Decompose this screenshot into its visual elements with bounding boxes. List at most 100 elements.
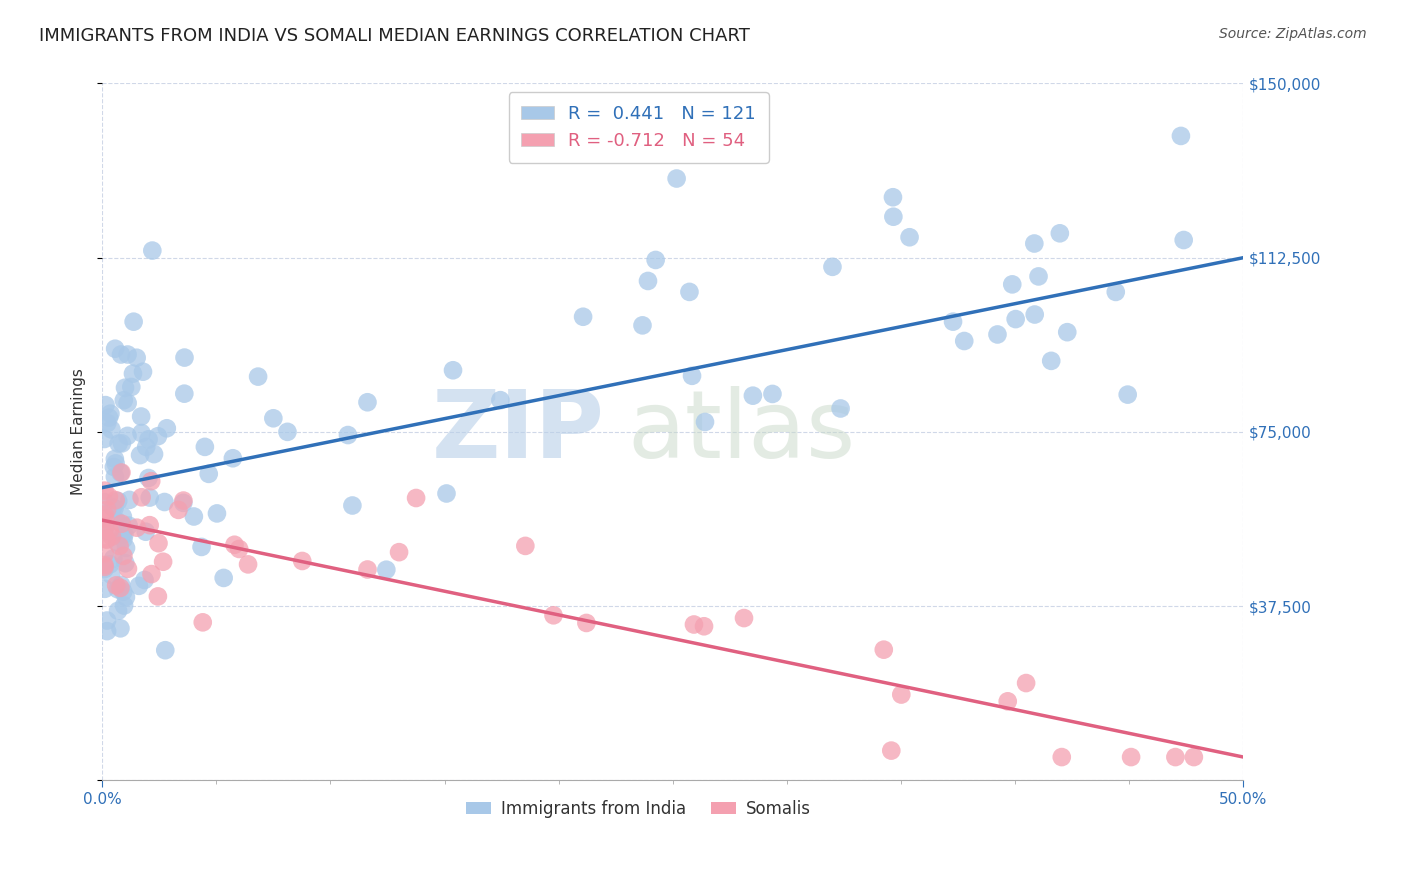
Point: [678, 285, 700, 299]
Point: [112, 599, 135, 613]
Point: [101, 529, 124, 543]
Point: [155, 643, 177, 657]
Point: [1024, 308, 1046, 322]
Point: [543, 608, 565, 623]
Point: [115, 541, 138, 555]
Point: [93, 483, 115, 498]
Point: [110, 466, 132, 480]
Point: [96, 533, 118, 547]
Point: [997, 694, 1019, 708]
Point: [141, 474, 163, 488]
Point: [110, 578, 132, 592]
Point: [1116, 387, 1139, 401]
Point: [107, 494, 129, 508]
Point: [112, 532, 135, 546]
Point: [117, 562, 139, 576]
Point: [117, 347, 139, 361]
Point: [138, 433, 160, 447]
Point: [1049, 227, 1071, 241]
Point: [1119, 750, 1142, 764]
Point: [575, 615, 598, 630]
Point: [191, 615, 214, 630]
Point: [942, 315, 965, 329]
Point: [693, 415, 716, 429]
Point: [129, 409, 152, 424]
Text: Source: ZipAtlas.com: Source: ZipAtlas.com: [1219, 27, 1367, 41]
Point: [146, 590, 169, 604]
Point: [515, 539, 537, 553]
Point: [103, 459, 125, 474]
Point: [104, 457, 127, 471]
Point: [356, 562, 378, 576]
Point: [96, 502, 118, 516]
Point: [236, 558, 259, 572]
Point: [1173, 233, 1195, 247]
Point: [100, 567, 122, 582]
Point: [197, 467, 219, 481]
Point: [152, 555, 174, 569]
Point: [93, 508, 115, 522]
Point: [115, 590, 138, 604]
Point: [111, 516, 134, 531]
Point: [100, 407, 122, 421]
Point: [104, 342, 127, 356]
Point: [489, 393, 512, 408]
Point: [135, 440, 157, 454]
Point: [631, 318, 654, 333]
Point: [104, 469, 127, 483]
Point: [94, 512, 117, 526]
Point: [572, 310, 595, 324]
Point: [276, 425, 298, 439]
Point: [105, 535, 128, 549]
Point: [138, 491, 160, 505]
Point: [683, 617, 706, 632]
Point: [107, 582, 129, 597]
Point: [93, 521, 115, 535]
Point: [882, 190, 904, 204]
Point: [108, 539, 131, 553]
Point: [148, 536, 170, 550]
Point: [953, 334, 976, 348]
Point: [291, 554, 314, 568]
Point: [107, 436, 129, 450]
Point: [118, 518, 141, 533]
Point: [93, 495, 115, 509]
Point: [637, 274, 659, 288]
Point: [733, 611, 755, 625]
Point: [94, 520, 117, 534]
Point: [143, 447, 166, 461]
Point: [117, 429, 139, 443]
Text: atlas: atlas: [627, 386, 855, 478]
Point: [94, 524, 117, 539]
Point: [1001, 277, 1024, 292]
Point: [342, 499, 364, 513]
Point: [183, 509, 205, 524]
Point: [1050, 750, 1073, 764]
Point: [156, 421, 179, 435]
Point: [131, 425, 153, 440]
Point: [693, 619, 716, 633]
Point: [880, 743, 903, 757]
Point: [104, 451, 127, 466]
Point: [141, 244, 163, 258]
Point: [100, 422, 122, 436]
Point: [1024, 236, 1046, 251]
Point: [103, 501, 125, 516]
Point: [112, 584, 135, 599]
Point: [146, 429, 169, 443]
Point: [111, 528, 134, 542]
Point: [134, 573, 156, 587]
Point: [112, 527, 135, 541]
Point: [205, 507, 228, 521]
Point: [94, 532, 117, 546]
Point: [761, 387, 783, 401]
Point: [172, 493, 194, 508]
Point: [110, 581, 132, 595]
Point: [111, 436, 134, 450]
Point: [98, 410, 121, 425]
Point: [120, 380, 142, 394]
Point: [873, 642, 896, 657]
Point: [132, 365, 155, 379]
Point: [114, 381, 136, 395]
Point: [128, 579, 150, 593]
